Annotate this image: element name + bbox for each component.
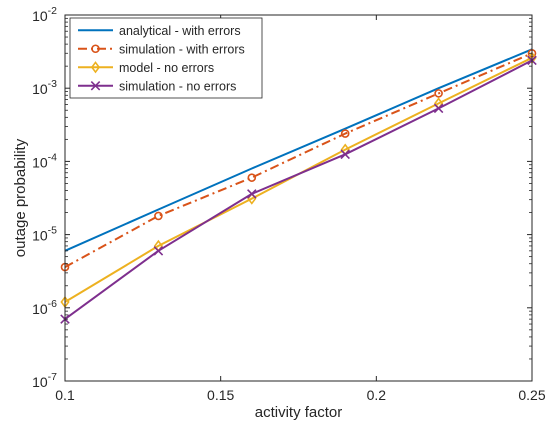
x-tick-label: 0.2 [367,387,387,403]
tick-layer: 0.1 0.15 0.2 0.25 10-7 10-6 10-5 10-4 10-3 10-2 [32,5,546,403]
data-point-2-4 [340,129,350,138]
data-point-4-2 [153,246,164,256]
legend-entry-2: simulation - with errors [78,42,245,56]
legend-box [69,17,263,99]
data-point-2-3 [247,173,257,182]
x-tick-label: 0.15 [207,387,234,403]
legend-entry-1: analytical - with errors [78,24,241,38]
series-1 [64,48,533,252]
x-tick-label: 0.25 [518,387,545,403]
legend-marker-3 [90,61,101,74]
legend-marker-2 [91,44,100,54]
legend-label-4: simulation - no errors [119,79,236,93]
series-line-4 [64,59,533,320]
series-layer [60,48,537,324]
data-point-4-3 [247,189,257,199]
y-tick-label: 10-3 [32,78,57,97]
x-tick-label: 0.1 [55,387,75,403]
legend-label-3: model - no errors [119,61,214,75]
y-axis-label: outage probability [12,138,29,257]
y-tick-label: 10-6 [32,298,57,317]
data-point-4-4 [340,149,350,160]
plot-frame [64,14,533,382]
y-tick-label: 10-2 [32,5,57,24]
y-tick-label: 10-4 [32,151,57,170]
legend-entry-4: simulation - no errors [78,79,236,93]
data-point-4-5 [433,103,444,114]
series-line-1 [64,48,533,252]
y-tick-label: 10-5 [32,225,57,244]
x-axis-label: activity factor [255,404,343,421]
legend-marker-4 [90,80,101,91]
data-point-2-2 [154,211,163,221]
legend: analytical - with errors simulation - wit… [69,17,263,99]
legend-entry-3: model - no errors [78,61,214,75]
y-tick-label: 10-7 [32,371,57,390]
legend-label-1: analytical - with errors [119,24,241,38]
data-point-2-5 [434,89,443,98]
legend-label-2: simulation - with errors [119,42,245,56]
